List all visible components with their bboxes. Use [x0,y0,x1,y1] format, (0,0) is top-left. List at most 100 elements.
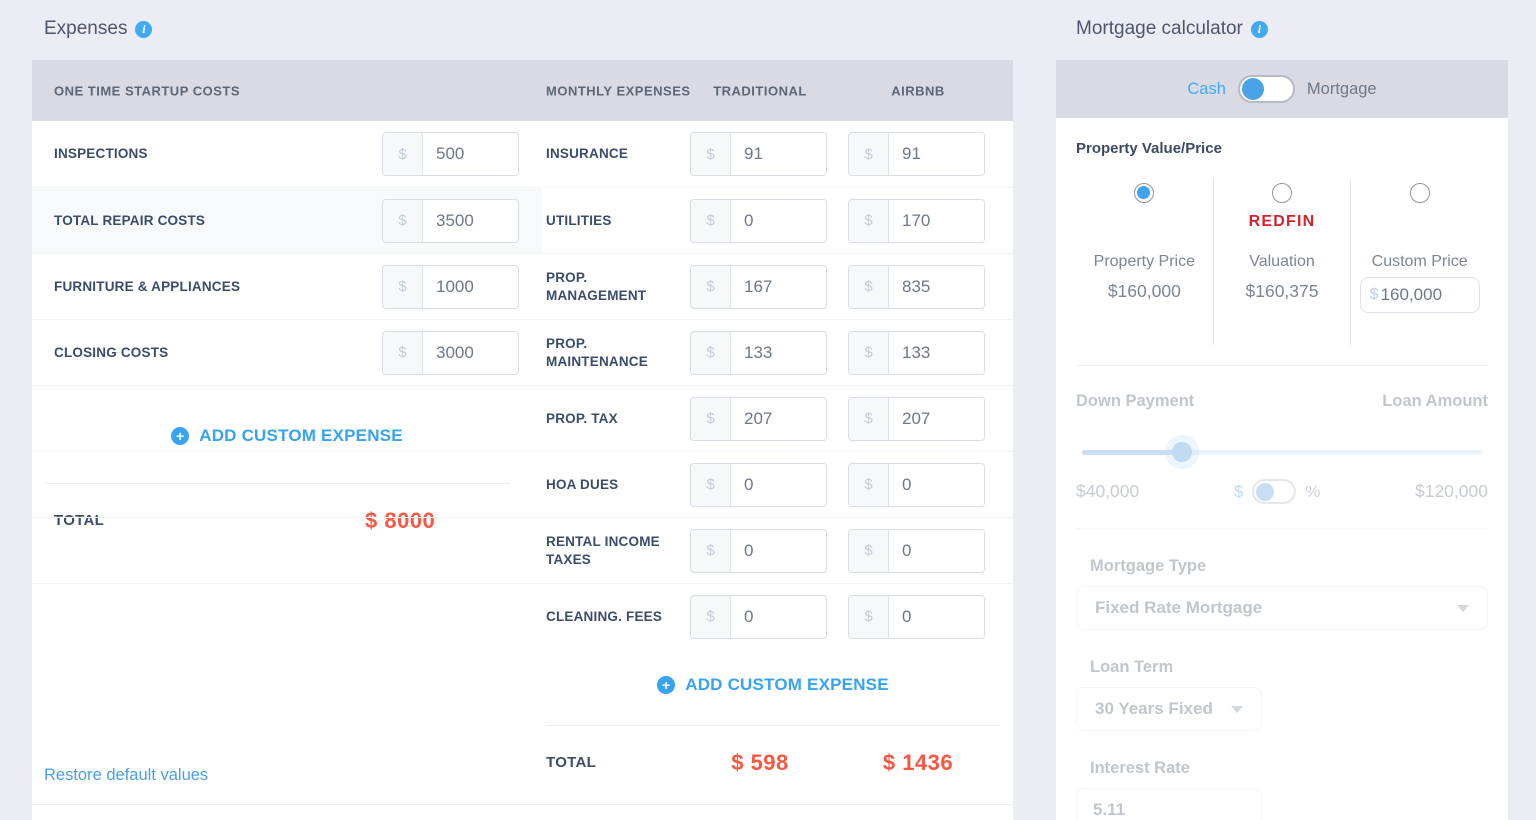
property-value-title: Property Value/Price [1076,140,1222,157]
divider [1076,365,1488,366]
down-payment-label: Down Payment [1076,392,1195,410]
total-label: TOTAL [54,512,105,529]
closing-costs-input[interactable] [423,331,518,374]
insurance-traditional-group: $ [690,132,827,176]
plus-icon: + [657,676,676,694]
restore-default-values-link[interactable]: Restore default values [44,766,209,784]
mortgage-title: Mortgage calculator [1076,18,1243,39]
prop-maintenance-airbnb-input[interactable] [889,331,984,374]
one-time-costs-header: ONE TIME STARTUP COSTS [54,83,241,98]
rental-income-taxes-airbnb-group: $ [848,528,985,573]
cash-mortgage-toggle[interactable] [1237,75,1295,103]
dollar-symbol[interactable]: $ [1233,481,1244,501]
custom-price-input[interactable] [1380,285,1471,305]
airbnb-column-header: AIRBNB [891,83,945,98]
prop-management-airbnb-input[interactable] [889,265,984,308]
dollar-prefix: $ [691,463,731,506]
rental-income-taxes-traditional-input[interactable] [731,529,826,572]
prop-tax-airbnb-input[interactable] [889,397,984,440]
utilities-airbnb-group: $ [848,198,985,243]
inspections-input-group: $ [382,132,519,176]
divider [32,804,1013,805]
mortgage-title-row: Mortgage calculator i [1056,14,1508,44]
mortgage-toggle-label[interactable]: Mortgage [1306,79,1377,98]
redfin-valuation-option: REDFIN Valuation $160,375 [1212,179,1352,345]
insurance-traditional-input[interactable] [731,133,826,175]
cleaning-fees-traditional-input[interactable] [731,595,826,638]
info-icon[interactable]: i [135,20,153,38]
down-payment-slider[interactable] [1082,435,1482,469]
mortgage-type-value: Fixed Rate Mortgage [1095,598,1263,617]
property-price-option: Property Price $160,000 [1076,179,1213,345]
expenses-title-row: Expenses i [32,14,1013,44]
chevron-down-icon [1457,604,1469,612]
property-price-radio[interactable] [1134,183,1155,203]
add-custom-expense-label: ADD CUSTOM EXPENSE [199,426,403,445]
chevron-down-icon [1231,705,1243,713]
expense-label: UTILITIES [546,212,612,228]
toggle-knob [1256,482,1275,501]
mortgage-type-dropdown[interactable]: Fixed Rate Mortgage [1076,586,1488,630]
custom-price-radio[interactable] [1409,183,1430,203]
dollar-prefix: $ [383,331,423,374]
startup-costs-column: INSPECTIONS $ TOTAL REPAIR COSTS $ FURNI… [32,121,542,554]
expense-label: RENTAL INCOME TAXES [546,533,660,567]
slider-thumb[interactable] [1172,442,1192,462]
prop-tax-traditional-input[interactable] [731,397,826,440]
property-price-options: Property Price $160,000 REDFIN Valuation… [1076,179,1488,345]
dollar-prefix: $ [691,331,731,374]
startup-total-row: TOTAL $ 8000 [32,506,542,554]
prop-maintenance-traditional-input[interactable] [731,331,826,374]
property-price-label: Property Price [1093,253,1196,270]
furniture-input[interactable] [423,265,518,308]
closing-costs-input-group: $ [382,330,519,375]
rental-income-taxes-airbnb-input[interactable] [889,529,984,572]
info-icon[interactable]: i [1250,20,1268,38]
redfin-valuation-radio[interactable] [1272,183,1292,203]
cleaning-fees-traditional-group: $ [690,594,827,639]
custom-price-label: Custom Price [1371,253,1468,270]
expense-label: CLOSING COSTS [54,344,169,360]
expense-label: INSPECTIONS [54,146,148,162]
mortgage-calculator-section: Mortgage calculator i Cash Mortgage Prop… [1056,14,1508,820]
add-custom-expense-button[interactable]: + ADD CUSTOM EXPENSE [62,421,512,451]
dollar-prefix: $ [383,133,423,175]
dollar-prefix: $ [691,265,731,308]
add-custom-expense-button[interactable]: + ADD CUSTOM EXPENSE [546,675,1000,695]
interest-rate-input[interactable] [1093,800,1245,820]
prop-management-traditional-input[interactable] [731,265,826,308]
prop-management-traditional-group: $ [690,264,827,309]
prop-tax-airbnb-group: $ [848,396,985,441]
rental-income-taxes-traditional-group: $ [690,528,827,573]
cleaning-fees-airbnb-group: $ [848,594,985,639]
insurance-airbnb-input[interactable] [889,133,984,175]
expenses-section: Expenses i ONE TIME STARTUP COSTS MONTHL… [32,14,1013,820]
hoa-dues-traditional-input[interactable] [731,463,826,506]
inspections-input[interactable] [423,133,518,175]
monthly-expenses-column: INSURANCE $ $ UTILITIES $ $ [32,121,1013,796]
hoa-dues-airbnb-input[interactable] [889,463,984,506]
cleaning-fees-airbnb-input[interactable] [889,595,984,638]
repair-costs-input-group: $ [382,198,519,243]
expenses-title: Expenses [44,18,128,39]
percent-symbol[interactable]: % [1305,481,1321,501]
dollar-prefix: $ [849,529,889,572]
slider-track [1082,450,1482,455]
prop-management-airbnb-group: $ [848,264,985,309]
cash-toggle-label[interactable]: Cash [1187,79,1226,98]
table-row: CLOSING COSTS $ [32,319,542,385]
custom-price-option: Custom Price $ [1351,179,1488,345]
dollar-percent-toggle[interactable] [1252,479,1297,504]
utilities-traditional-input[interactable] [731,199,826,242]
table-row: UTILITIES $ $ [32,187,1013,253]
utilities-airbnb-input[interactable] [889,199,984,242]
loan-amount-max-value: $120,000 [1414,481,1488,501]
toggle-knob [1241,78,1264,100]
dollar-prefix: $ [691,397,731,440]
repair-costs-input[interactable] [423,199,518,242]
loan-term-dropdown[interactable]: 30 Years Fixed [1076,687,1262,731]
dollar-prefix: $ [383,265,423,308]
divider [546,725,1000,726]
hoa-dues-traditional-group: $ [690,462,827,507]
expense-label: PROP. MAINTENANCE [546,335,648,369]
